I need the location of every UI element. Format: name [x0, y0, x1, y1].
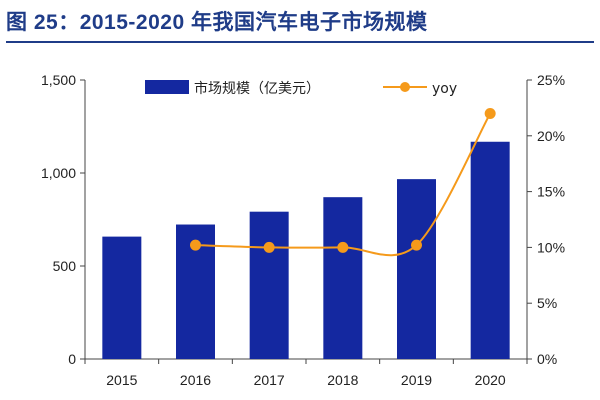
bar — [397, 179, 436, 359]
yoy-point — [411, 239, 422, 251]
x-tick-label: 2015 — [106, 372, 137, 388]
right-tick-label: 10% — [537, 239, 565, 255]
x-tick-label: 2019 — [401, 372, 432, 388]
bar-series — [102, 141, 510, 359]
right-tick-label: 5% — [537, 295, 557, 311]
bar — [102, 236, 142, 359]
left-tick-label: 1,000 — [41, 165, 76, 181]
chart-axes — [80, 79, 532, 364]
bar — [249, 211, 289, 359]
yoy-line — [195, 112, 492, 257]
yoy-point — [337, 241, 349, 253]
yoy-point — [190, 239, 201, 251]
right-tick-label: 20% — [537, 128, 565, 144]
tick-labels: 0 500 1,000 1,500 0% 5% 10% 15% 20% 25% 2015 2016 20… — [41, 72, 565, 388]
yoy-point — [484, 107, 496, 119]
left-tick-label: 0 — [68, 351, 76, 367]
x-tick-label: 2018 — [327, 372, 358, 388]
legend-line-label: yoy — [432, 81, 457, 97]
x-tick-label: 2017 — [254, 372, 285, 388]
right-tick-label: 15% — [537, 184, 565, 200]
yoy-point — [263, 241, 275, 253]
legend-line-marker — [400, 82, 410, 92]
title-underline — [6, 41, 594, 43]
bar — [323, 197, 363, 359]
x-tick-label: 2020 — [475, 372, 506, 388]
x-tick-label: 2016 — [180, 372, 211, 388]
yoy-line-series — [190, 107, 496, 257]
legend-bar-label: 市场规模（亿美元） — [194, 80, 320, 97]
legend-bar-swatch — [145, 80, 189, 94]
bar — [470, 141, 510, 359]
left-tick-label: 1,500 — [41, 72, 76, 88]
legend: 市场规模（亿美元） yoy — [145, 80, 457, 97]
left-tick-label: 500 — [53, 258, 77, 274]
chart-title: 图 25：2015-2020 年我国汽车电子市场规模 — [6, 11, 428, 34]
right-tick-label: 0% — [537, 351, 557, 367]
right-tick-label: 25% — [537, 72, 565, 88]
